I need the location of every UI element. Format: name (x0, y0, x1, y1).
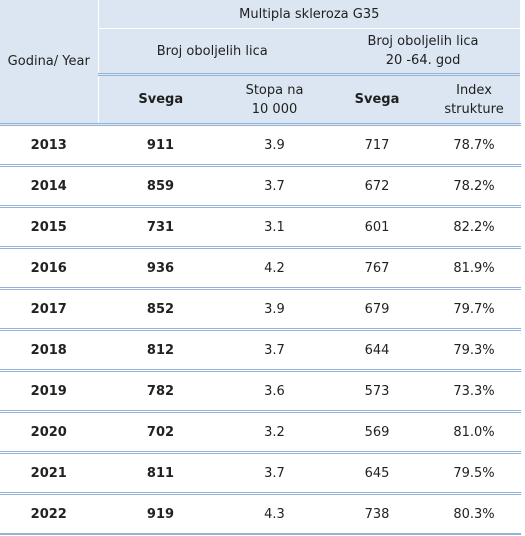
total-cell: 811 (98, 452, 224, 495)
index-cell: 79.7% (428, 288, 521, 331)
year-cell: 2021 (0, 452, 99, 495)
affected-persons-20-64-header: Broj oboljelih lica 20 -64. god (326, 28, 521, 76)
rate-header: Stopa na 10 000 (223, 74, 326, 126)
year-column-header: Godina/ Year (0, 0, 99, 126)
total-20-64-cell: 644 (326, 329, 429, 372)
header-row-columns: Broj oboljelih lica Broj oboljelih lica … (0, 28, 521, 76)
total-20-64-cell: 767 (326, 247, 429, 290)
total-cell: 859 (98, 165, 224, 208)
total-cell: 919 (98, 493, 224, 535)
year-cell: 2018 (0, 329, 99, 372)
rate-cell: 3.9 (223, 288, 327, 331)
total-20-64-cell: 672 (326, 165, 429, 208)
index-cell: 80.3% (428, 493, 521, 535)
total-20-64-cell: 738 (326, 493, 429, 535)
rate-cell: 3.7 (223, 329, 327, 372)
table-row: 2019 782 3.6 573 73.3% (0, 370, 521, 413)
total-20-64-cell: 573 (326, 370, 429, 413)
year-cell: 2014 (0, 165, 99, 208)
total-cell: 812 (98, 329, 224, 372)
table-row: 2018 812 3.7 644 79.3% (0, 329, 521, 372)
table-row: 2014 859 3.7 672 78.2% (0, 165, 521, 208)
table-row: 2013 911 3.9 717 78.7% (0, 124, 521, 167)
total-20-64-cell: 645 (326, 452, 429, 495)
total-20-64-header: Svega (326, 74, 428, 126)
rate-cell: 3.7 (223, 452, 327, 495)
table-row: 2020 702 3.2 569 81.0% (0, 411, 521, 454)
rate-cell: 3.1 (223, 206, 327, 249)
index-cell: 73.3% (428, 370, 521, 413)
total-cell: 731 (98, 206, 224, 249)
total-cell: 936 (98, 247, 224, 290)
year-cell: 2019 (0, 370, 99, 413)
total-cell: 911 (98, 124, 224, 167)
total-20-64-cell: 679 (326, 288, 429, 331)
total-20-64-cell: 717 (326, 124, 429, 167)
rate-cell: 3.2 (223, 411, 327, 454)
table-row: 2017 852 3.9 679 79.7% (0, 288, 521, 331)
total-cell: 702 (98, 411, 224, 454)
affected-persons-header: Broj oboljelih lica (98, 28, 326, 76)
year-cell: 2015 (0, 206, 99, 249)
total-20-64-cell: 569 (326, 411, 429, 454)
index-cell: 81.0% (428, 411, 521, 454)
header-row-subcolumns: Svega Stopa na 10 000 Svega Index strukt… (0, 74, 521, 126)
index-cell: 81.9% (428, 247, 521, 290)
year-cell: 2022 (0, 493, 99, 535)
table-header: Godina/ Year Multipla skleroza G35 Broj … (0, 0, 521, 126)
index-cell: 78.7% (428, 124, 521, 167)
total-cell: 782 (98, 370, 224, 413)
table-row: 2021 811 3.7 645 79.5% (0, 452, 521, 495)
index-cell: 82.2% (428, 206, 521, 249)
year-cell: 2020 (0, 411, 99, 454)
rate-cell: 4.2 (223, 247, 327, 290)
index-header-line1: Index (456, 82, 492, 98)
year-cell: 2016 (0, 247, 99, 290)
affected-20-64-line1: Broj oboljelih lica (367, 34, 479, 49)
rate-cell: 3.9 (223, 124, 327, 167)
total-20-64-cell: 601 (326, 206, 429, 249)
table-row: 2022 919 4.3 738 80.3% (0, 493, 521, 535)
index-header-line2: strukture (444, 101, 504, 117)
table-body: 2013 911 3.9 717 78.7% 2014 859 3.7 672 … (0, 124, 521, 535)
rate-cell: 4.3 (223, 493, 327, 535)
total-cell: 852 (98, 288, 224, 331)
index-cell: 78.2% (428, 165, 521, 208)
year-cell: 2017 (0, 288, 99, 331)
table-row: 2016 936 4.2 767 81.9% (0, 247, 521, 290)
table-row: 2015 731 3.1 601 82.2% (0, 206, 521, 249)
rate-cell: 3.6 (223, 370, 327, 413)
rate-header-line2: 10 000 (251, 101, 298, 117)
affected-20-64-line2: 20 -64. god (385, 53, 461, 68)
year-cell: 2013 (0, 124, 99, 167)
rate-header-line1: Stopa na (245, 82, 304, 98)
index-cell: 79.3% (428, 329, 521, 372)
rate-cell: 3.7 (223, 165, 327, 208)
index-header: Index strukture (428, 74, 521, 126)
total-header: Svega (98, 74, 223, 126)
index-cell: 79.5% (428, 452, 521, 495)
disease-group-title: Multipla skleroza G35 (98, 0, 521, 29)
header-row-group: Godina/ Year Multipla skleroza G35 (0, 0, 521, 126)
